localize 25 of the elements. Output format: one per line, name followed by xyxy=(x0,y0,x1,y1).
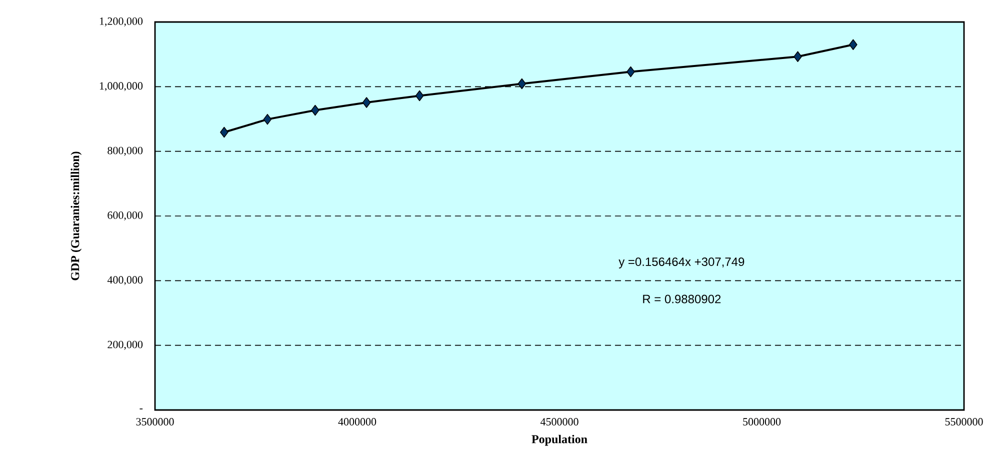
point xyxy=(263,114,272,125)
y-tick-label: - xyxy=(140,408,143,410)
y-tick-label: 200,000 xyxy=(108,340,143,350)
x-tick-label: 3500000 xyxy=(136,418,174,426)
y-tick-label: 800,000 xyxy=(108,146,143,156)
point xyxy=(518,78,526,90)
point xyxy=(311,104,320,116)
x-tick-label: 4500000 xyxy=(540,418,578,426)
y-tick-label: 1,200,000 xyxy=(100,18,143,26)
x-tick-label: 4000000 xyxy=(338,418,376,426)
y-axis-title: GDP (Guaranies:million) xyxy=(70,152,82,280)
annotation: y =0.156464x +307,749 xyxy=(618,258,744,268)
y-tick-label: 600,000 xyxy=(108,212,143,221)
point xyxy=(849,39,858,50)
y-tick-label: 1,000,000 xyxy=(100,82,143,92)
point xyxy=(362,97,371,108)
annotation: R = 0.9880902 xyxy=(643,294,721,304)
point xyxy=(220,126,228,138)
x-axis-title: Population xyxy=(532,434,588,446)
point xyxy=(626,66,635,78)
point xyxy=(415,90,424,102)
x-tick-label: 5000000 xyxy=(743,418,781,426)
point xyxy=(794,51,802,62)
y-tick-label: 400,000 xyxy=(107,276,143,286)
x-tick-label: 5500000 xyxy=(945,418,983,426)
